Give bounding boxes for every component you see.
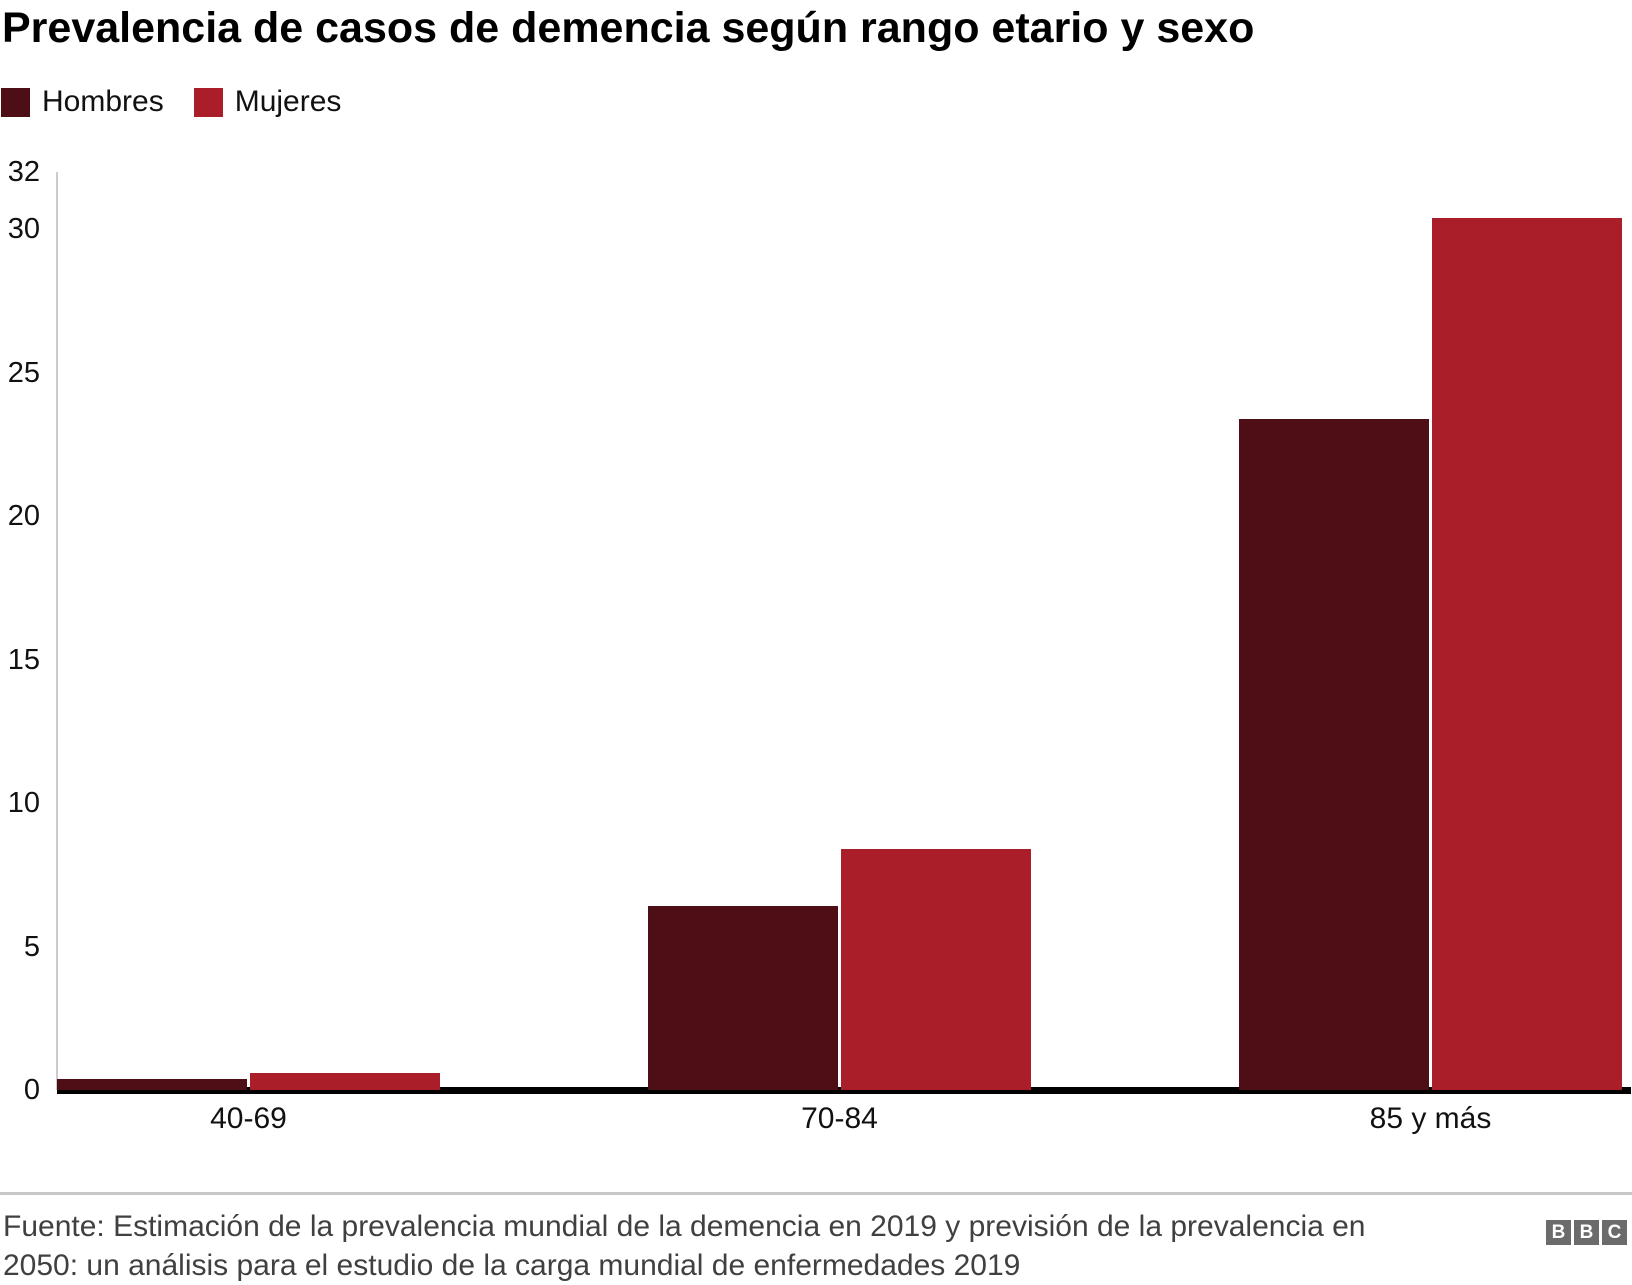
legend: Hombres Mujeres bbox=[1, 85, 371, 119]
x-axis-label-85-y-más: 85 y más bbox=[1369, 1102, 1492, 1135]
x-axis-line bbox=[57, 1087, 1631, 1094]
y-tick-label-32: 32 bbox=[7, 156, 40, 188]
bar-hombres-85-y-más bbox=[1239, 419, 1429, 1090]
source-text: Fuente: Estimación de la prevalencia mun… bbox=[3, 1207, 1453, 1285]
legend-item-mujeres: Mujeres bbox=[193, 85, 342, 119]
source-text-line2: 2050: un análisis para el estudio de la … bbox=[3, 1249, 1021, 1282]
bar-mujeres-85-y-más bbox=[1432, 218, 1622, 1090]
y-tick-label-5: 5 bbox=[23, 930, 40, 963]
bbc-logo-block-2: B bbox=[1574, 1220, 1599, 1245]
mujeres-color-swatch bbox=[193, 87, 223, 117]
x-axis-label-70-84: 70-84 bbox=[801, 1102, 878, 1135]
legend-label-hombres: Hombres bbox=[42, 85, 164, 118]
y-tick-label-0: 0 bbox=[23, 1074, 40, 1106]
x-axis-label-40-69: 40-69 bbox=[210, 1102, 287, 1135]
bar-hombres-40-69 bbox=[57, 1079, 247, 1090]
bar-mujeres-70-84 bbox=[841, 849, 1031, 1090]
y-axis-line bbox=[56, 172, 58, 1090]
bbc-logo: B B C bbox=[1543, 1220, 1627, 1245]
footer-divider bbox=[0, 1192, 1632, 1195]
y-tick-label-20: 20 bbox=[7, 500, 40, 533]
bbc-logo-block-3: C bbox=[1602, 1220, 1627, 1245]
bar-mujeres-40-69 bbox=[250, 1073, 440, 1090]
bar-hombres-70-84 bbox=[648, 906, 838, 1090]
y-tick-label-15: 15 bbox=[7, 643, 40, 676]
bbc-logo-block-1: B bbox=[1546, 1220, 1571, 1245]
y-tick-label-25: 25 bbox=[7, 356, 40, 389]
legend-label-mujeres: Mujeres bbox=[234, 85, 342, 118]
source-text-line1: Fuente: Estimación de la prevalencia mun… bbox=[3, 1210, 1366, 1243]
chart-title: Prevalencia de casos de demencia según r… bbox=[2, 4, 1255, 52]
y-tick-label-30: 30 bbox=[7, 213, 40, 246]
hombres-color-swatch bbox=[1, 87, 30, 117]
legend-item-hombres: Hombres bbox=[1, 85, 164, 119]
y-tick-label-10: 10 bbox=[7, 787, 40, 820]
